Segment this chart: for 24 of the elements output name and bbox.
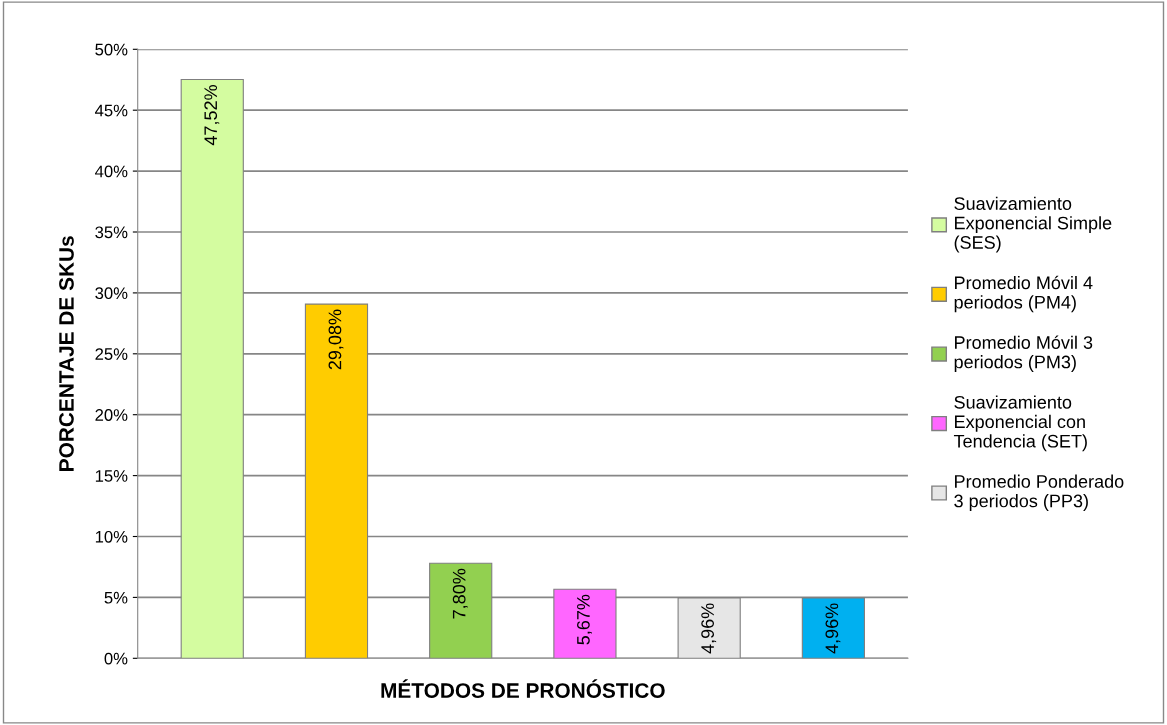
x-axis-title: MÉTODOS DE PRONÓSTICO bbox=[381, 679, 665, 698]
data-label: 5,67% bbox=[576, 594, 592, 645]
data-label: 7,80% bbox=[452, 568, 468, 619]
y-tick-label: 10% bbox=[95, 530, 128, 543]
legend-label: Suavizamiento Exponencial Simple (SES) bbox=[954, 196, 1112, 253]
y-tick-label: 30% bbox=[95, 287, 128, 300]
y-tick-label: 20% bbox=[95, 409, 128, 421]
data-label: 4,96% bbox=[701, 603, 717, 654]
legend-label: Promedio Móvil 4 periodos (PM4) bbox=[954, 275, 1093, 313]
y-tick-label: 15% bbox=[95, 470, 128, 482]
y-tick-label: 35% bbox=[95, 226, 128, 239]
y-tick-label: 45% bbox=[95, 104, 128, 117]
y-tick-label: 50% bbox=[95, 43, 128, 56]
y-tick-label: 5% bbox=[104, 591, 128, 604]
legend-label: Promedio Ponderado 3 periodos (PP3) bbox=[954, 474, 1124, 511]
data-label: 4,96% bbox=[825, 603, 841, 654]
y-tick-label: 25% bbox=[95, 348, 128, 360]
data-label: 29,08% bbox=[328, 309, 344, 370]
legend-label: Promedio Móvil 3 periodos (PM3) bbox=[954, 335, 1093, 372]
y-axis-title: PORCENTAJE DE SKUs bbox=[59, 236, 74, 471]
y-tick-label: 40% bbox=[95, 165, 128, 178]
data-label: 47,52% bbox=[204, 85, 220, 146]
legend-label: Suavizamiento Exponencial con Tendencia (SET) bbox=[953, 395, 1087, 452]
y-tick-label: 0% bbox=[104, 652, 128, 665]
